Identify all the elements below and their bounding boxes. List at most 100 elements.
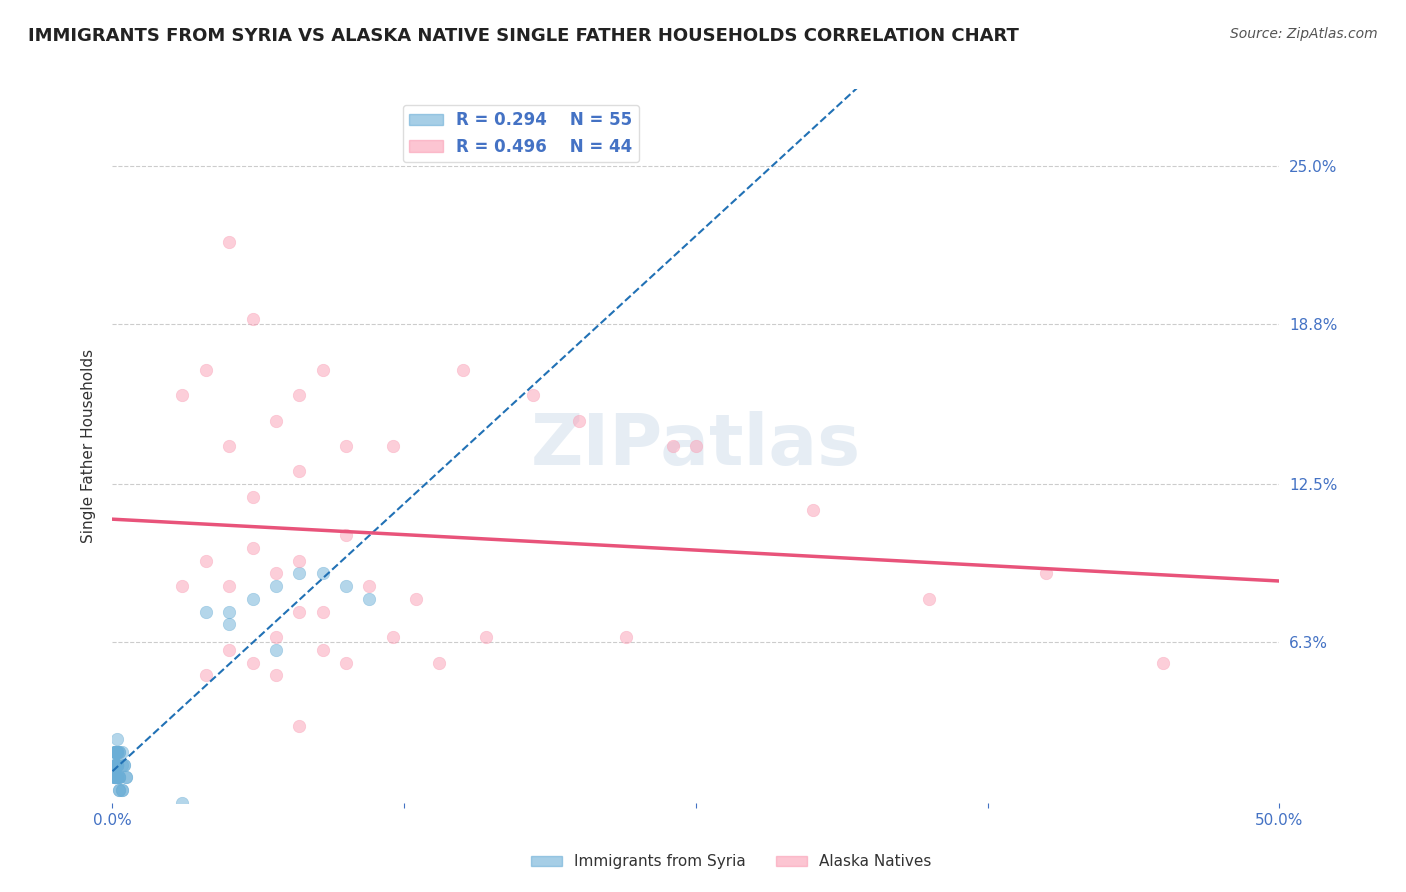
Alaska Natives bbox=[1152, 656, 1174, 670]
Immigrants from Syria bbox=[105, 732, 128, 747]
Alaska Natives bbox=[288, 388, 311, 402]
Alaska Natives bbox=[359, 579, 381, 593]
Immigrants from Syria bbox=[104, 770, 127, 784]
Immigrants from Syria bbox=[111, 783, 134, 797]
Immigrants from Syria bbox=[218, 605, 240, 619]
Alaska Natives bbox=[918, 591, 941, 606]
Immigrants from Syria bbox=[104, 757, 127, 772]
Immigrants from Syria bbox=[108, 770, 131, 784]
Immigrants from Syria bbox=[264, 643, 287, 657]
Alaska Natives bbox=[661, 439, 683, 453]
Alaska Natives bbox=[288, 465, 311, 479]
Immigrants from Syria bbox=[104, 770, 127, 784]
Immigrants from Syria bbox=[105, 745, 128, 759]
Alaska Natives bbox=[522, 388, 544, 402]
Alaska Natives bbox=[568, 413, 591, 427]
Alaska Natives bbox=[311, 605, 333, 619]
Immigrants from Syria bbox=[104, 745, 127, 759]
Immigrants from Syria bbox=[288, 566, 311, 581]
Alaska Natives bbox=[801, 502, 824, 516]
Immigrants from Syria bbox=[108, 770, 131, 784]
Immigrants from Syria bbox=[105, 757, 128, 772]
Alaska Natives bbox=[218, 643, 240, 657]
Immigrants from Syria bbox=[359, 591, 381, 606]
Immigrants from Syria bbox=[111, 745, 134, 759]
Immigrants from Syria bbox=[104, 745, 127, 759]
Alaska Natives bbox=[218, 579, 240, 593]
Immigrants from Syria bbox=[108, 745, 131, 759]
Immigrants from Syria bbox=[111, 757, 134, 772]
Immigrants from Syria bbox=[104, 770, 127, 784]
Alaska Natives bbox=[381, 439, 404, 453]
Immigrants from Syria bbox=[172, 796, 194, 810]
Alaska Natives bbox=[242, 311, 264, 326]
Text: Source: ZipAtlas.com: Source: ZipAtlas.com bbox=[1230, 27, 1378, 41]
Alaska Natives bbox=[264, 668, 287, 682]
Alaska Natives bbox=[172, 388, 194, 402]
Alaska Natives bbox=[614, 630, 637, 644]
Immigrants from Syria bbox=[112, 757, 135, 772]
Immigrants from Syria bbox=[112, 757, 135, 772]
Alaska Natives bbox=[335, 439, 357, 453]
Immigrants from Syria bbox=[108, 770, 131, 784]
Legend: Immigrants from Syria, Alaska Natives: Immigrants from Syria, Alaska Natives bbox=[524, 848, 938, 875]
Immigrants from Syria bbox=[104, 745, 127, 759]
Immigrants from Syria bbox=[115, 770, 138, 784]
Alaska Natives bbox=[427, 656, 450, 670]
Immigrants from Syria bbox=[335, 579, 357, 593]
Alaska Natives bbox=[264, 566, 287, 581]
Immigrants from Syria bbox=[105, 745, 128, 759]
Alaska Natives bbox=[194, 668, 217, 682]
Alaska Natives bbox=[311, 643, 333, 657]
Alaska Natives bbox=[218, 235, 240, 249]
Y-axis label: Single Father Households: Single Father Households bbox=[80, 349, 96, 543]
Alaska Natives bbox=[242, 490, 264, 504]
Alaska Natives bbox=[264, 413, 287, 427]
Immigrants from Syria bbox=[104, 745, 127, 759]
Alaska Natives bbox=[451, 362, 474, 376]
Immigrants from Syria bbox=[194, 605, 217, 619]
Alaska Natives bbox=[1035, 566, 1057, 581]
Immigrants from Syria bbox=[104, 770, 127, 784]
Alaska Natives bbox=[288, 554, 311, 568]
Immigrants from Syria bbox=[105, 745, 128, 759]
Immigrants from Syria bbox=[105, 770, 128, 784]
Alaska Natives bbox=[242, 541, 264, 555]
Alaska Natives bbox=[242, 656, 264, 670]
Alaska Natives bbox=[288, 719, 311, 733]
Immigrants from Syria bbox=[105, 757, 128, 772]
Immigrants from Syria bbox=[104, 757, 127, 772]
Text: ZIPatlas: ZIPatlas bbox=[531, 411, 860, 481]
Immigrants from Syria bbox=[242, 591, 264, 606]
Legend: R = 0.294    N = 55, R = 0.496    N = 44: R = 0.294 N = 55, R = 0.496 N = 44 bbox=[402, 104, 640, 162]
Immigrants from Syria bbox=[104, 770, 127, 784]
Immigrants from Syria bbox=[108, 783, 131, 797]
Alaska Natives bbox=[381, 630, 404, 644]
Immigrants from Syria bbox=[218, 617, 240, 632]
Alaska Natives bbox=[335, 656, 357, 670]
Immigrants from Syria bbox=[311, 566, 333, 581]
Alaska Natives bbox=[194, 362, 217, 376]
Immigrants from Syria bbox=[105, 757, 128, 772]
Alaska Natives bbox=[335, 528, 357, 542]
Alaska Natives bbox=[288, 605, 311, 619]
Immigrants from Syria bbox=[104, 770, 127, 784]
Alaska Natives bbox=[685, 439, 707, 453]
Immigrants from Syria bbox=[108, 783, 131, 797]
Immigrants from Syria bbox=[105, 757, 128, 772]
Immigrants from Syria bbox=[104, 757, 127, 772]
Immigrants from Syria bbox=[104, 770, 127, 784]
Immigrants from Syria bbox=[104, 757, 127, 772]
Immigrants from Syria bbox=[105, 770, 128, 784]
Alaska Natives bbox=[311, 362, 333, 376]
Alaska Natives bbox=[172, 579, 194, 593]
Immigrants from Syria bbox=[104, 770, 127, 784]
Alaska Natives bbox=[218, 439, 240, 453]
Alaska Natives bbox=[475, 630, 498, 644]
Immigrants from Syria bbox=[115, 770, 138, 784]
Alaska Natives bbox=[405, 591, 427, 606]
Alaska Natives bbox=[264, 630, 287, 644]
Immigrants from Syria bbox=[104, 770, 127, 784]
Immigrants from Syria bbox=[104, 745, 127, 759]
Text: IMMIGRANTS FROM SYRIA VS ALASKA NATIVE SINGLE FATHER HOUSEHOLDS CORRELATION CHAR: IMMIGRANTS FROM SYRIA VS ALASKA NATIVE S… bbox=[28, 27, 1019, 45]
